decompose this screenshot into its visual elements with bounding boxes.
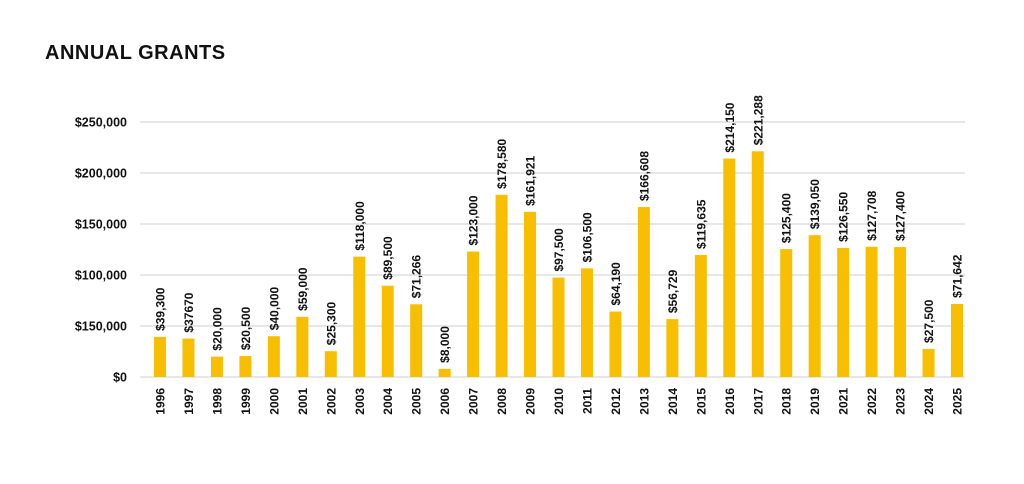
x-tick-label: 2009	[524, 388, 538, 415]
x-tick-label: 1999	[239, 388, 253, 415]
bar	[267, 336, 280, 377]
data-label: $59,000	[296, 267, 310, 311]
x-tick-label: 2004	[381, 388, 395, 415]
bar	[381, 285, 394, 377]
data-label: $221,288	[751, 95, 765, 145]
x-tick-label: 2025	[951, 388, 965, 415]
data-label: $20,000	[210, 307, 224, 351]
data-label: $27,500	[922, 299, 936, 343]
data-label: $166,608	[637, 151, 651, 201]
x-tick-label: 2012	[609, 388, 623, 415]
bar	[324, 351, 337, 377]
chart-title: ANNUAL GRANTS	[45, 42, 226, 64]
y-tick-label: $150,000	[75, 320, 127, 334]
x-tick-label: 2017	[751, 388, 765, 415]
bar	[865, 246, 878, 377]
y-tick-label: $250,000	[75, 116, 127, 130]
y-tick-label: $200,000	[75, 167, 127, 181]
x-tick-label: 2024	[922, 388, 936, 415]
data-label: $139,050	[808, 179, 822, 229]
bar	[353, 256, 366, 377]
bar	[951, 303, 963, 377]
x-tick-label: 2021	[837, 388, 851, 415]
data-label: $25,300	[324, 301, 338, 345]
bar	[552, 277, 565, 377]
bar	[438, 368, 451, 377]
x-tick-label: 2014	[666, 388, 680, 415]
data-label: $71,266	[410, 255, 424, 299]
x-tick-label: 2002	[324, 388, 338, 415]
bar	[666, 319, 679, 377]
bar	[751, 151, 764, 377]
bar	[296, 316, 309, 377]
x-tick-label: 2006	[438, 388, 452, 415]
data-label: $127,400	[894, 191, 908, 241]
data-label: $214,150	[723, 102, 737, 152]
data-label: $106,500	[580, 212, 594, 262]
bar	[182, 338, 195, 377]
x-tick-label: 2001	[296, 388, 310, 415]
bar	[580, 268, 593, 377]
data-label: $64,190	[609, 262, 623, 306]
data-label: $39,300	[154, 287, 168, 331]
data-label: $119,635	[694, 199, 708, 249]
data-label: $178,580	[495, 138, 509, 188]
x-tick-label: 2005	[410, 388, 424, 415]
y-tick-label: $0	[113, 371, 127, 385]
bar	[410, 304, 423, 377]
x-tick-label: 2010	[552, 388, 566, 415]
x-tick-label: 2018	[780, 388, 794, 415]
data-label: $97,500	[552, 228, 566, 272]
data-label: $123,000	[467, 195, 481, 245]
data-label: $125,400	[780, 193, 794, 243]
bar	[524, 211, 537, 377]
x-tick-label: 2000	[267, 388, 281, 415]
x-tick-label: 1997	[182, 388, 196, 415]
data-label: $126,550	[837, 192, 851, 242]
bar	[239, 356, 252, 377]
bar	[495, 194, 508, 377]
y-tick-label: $150,000	[75, 218, 127, 232]
data-label: $56,729	[666, 269, 680, 313]
x-tick-label: 2008	[495, 388, 509, 415]
bar	[922, 348, 935, 377]
data-label: $8,000	[438, 326, 452, 363]
data-label: $161,921	[524, 155, 538, 205]
x-tick-label: 2016	[723, 388, 737, 415]
x-tick-label: 2023	[894, 388, 908, 415]
data-label: $71,642	[951, 254, 965, 298]
bar	[694, 254, 707, 377]
bar	[609, 311, 622, 377]
x-tick-label: 2003	[353, 388, 367, 415]
bar	[894, 247, 907, 377]
bar	[780, 249, 793, 377]
x-tick-label: 2011	[580, 388, 594, 414]
bar	[210, 356, 223, 377]
x-tick-label: 2007	[467, 388, 481, 415]
x-tick-label: 1998	[210, 388, 224, 415]
bar	[837, 247, 850, 377]
data-label: $40,000	[267, 286, 281, 330]
data-label: $118,000	[353, 201, 367, 251]
bar	[467, 251, 480, 377]
x-tick-label: 2013	[637, 388, 651, 415]
bar	[154, 336, 166, 377]
data-label: $89,500	[381, 236, 395, 280]
bar	[808, 235, 821, 377]
x-tick-label: 2022	[865, 388, 879, 415]
data-label: $20,500	[239, 306, 253, 350]
data-label: $37670	[182, 292, 196, 332]
x-tick-label: 1996	[154, 388, 168, 415]
bar	[637, 207, 650, 377]
x-tick-label: 2019	[808, 388, 822, 415]
data-label: $127,708	[865, 190, 879, 240]
y-tick-label: $100,000	[75, 269, 127, 283]
x-tick-label: 2015	[694, 388, 708, 415]
bar	[723, 158, 736, 377]
